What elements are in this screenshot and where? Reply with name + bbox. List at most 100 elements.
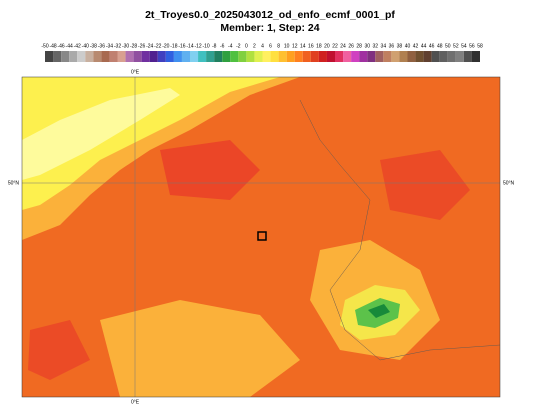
colorbar-label: 26 (348, 43, 354, 49)
colorbar-box (375, 51, 384, 62)
colorbar-box (165, 51, 174, 62)
colorbar-box (310, 51, 319, 62)
title: 2t_Troyes0.0_2025043012_od_enfo_ecmf_000… (145, 9, 395, 21)
map-frame (21, 76, 501, 398)
colorbar-label: 20 (324, 43, 330, 49)
colorbar-box (198, 51, 207, 62)
colorbar-label: 12 (292, 43, 298, 49)
colorbar-box (101, 51, 110, 62)
lat-label: 50°N (503, 180, 515, 186)
colorbar-label: 54 (461, 43, 467, 49)
colorbar-label: -2 (236, 43, 241, 49)
colorbar-label: -30 (122, 43, 129, 49)
hot-patch (160, 140, 260, 200)
colorbar-label: 36 (389, 43, 395, 49)
map (22, 77, 500, 397)
colorbar-box (318, 51, 327, 62)
colorbar-box (294, 51, 303, 62)
colorbar-label: 16 (308, 43, 314, 49)
colorbar-label: -38 (90, 43, 97, 49)
colorbar-label: -26 (138, 43, 145, 49)
colorbar-label: -22 (154, 43, 161, 49)
colorbar-label: -48 (49, 43, 56, 49)
colorbar-label: -14 (186, 43, 193, 49)
colorbar-label: -42 (74, 43, 81, 49)
colorbar-box (133, 51, 142, 62)
colorbar-box (383, 51, 392, 62)
colorbar-box (439, 51, 448, 62)
colorbar-box (141, 51, 150, 62)
colorbar-label: 34 (381, 43, 387, 49)
colorbar-box (85, 51, 94, 62)
colorbar-label: -8 (212, 43, 217, 49)
colorbar-box (471, 51, 480, 62)
colorbar-box (447, 51, 456, 62)
lat-label: 50°N (8, 180, 20, 186)
colorbar-box (53, 51, 62, 62)
colorbar-box (45, 51, 54, 62)
colorbar-label: 56 (469, 43, 475, 49)
colorbar-box (157, 51, 166, 62)
colorbar-label: 48 (437, 43, 443, 49)
subtitle: Member: 1, Step: 24 (220, 22, 319, 34)
colorbar-label: -12 (194, 43, 201, 49)
colorbar-label: -4 (228, 43, 233, 49)
colorbar-box (463, 51, 472, 62)
colorbar-label: 8 (277, 43, 280, 49)
border (299, 99, 500, 361)
colorbar-box (278, 51, 287, 62)
colorbar-box (117, 51, 126, 62)
colorbar-label: 10 (284, 43, 290, 49)
colorbar-box (125, 51, 134, 62)
colorbar-label: 2 (253, 43, 256, 49)
colorbar-box (93, 51, 102, 62)
colorbar-box (367, 51, 376, 62)
colorbar-label: 40 (405, 43, 411, 49)
colorbar-box (238, 51, 247, 62)
colorbar-box (326, 51, 335, 62)
colorbar-box (222, 51, 231, 62)
colorbar-label: 24 (340, 43, 346, 49)
colorbar-box (190, 51, 199, 62)
colorbar-box (407, 51, 416, 62)
colorbar-box (286, 51, 295, 62)
colorbar-label: -10 (202, 43, 209, 49)
colorbar-label: 46 (429, 43, 435, 49)
south-warm (100, 300, 300, 397)
colorbar-box (455, 51, 464, 62)
colorbar-box (254, 51, 263, 62)
colorbar-label: 6 (269, 43, 272, 49)
colorbar-label: 52 (453, 43, 459, 49)
colorbar-label: -18 (170, 43, 177, 49)
colorbar-box (391, 51, 400, 62)
colorbar-box (359, 51, 368, 62)
colorbar-box (270, 51, 279, 62)
colorbar-label: 18 (316, 43, 322, 49)
colorbar-label: -36 (98, 43, 105, 49)
colorbar-label: 32 (372, 43, 378, 49)
location-marker (257, 231, 267, 241)
colorbar-label: -16 (178, 43, 185, 49)
colorbar-label: 50 (445, 43, 451, 49)
colorbar-label: -32 (114, 43, 121, 49)
colorbar-box (431, 51, 440, 62)
colorbar-box (246, 51, 255, 62)
alps-dark (368, 304, 390, 318)
colorbar-box (77, 51, 86, 62)
colorbar-box (214, 51, 223, 62)
lon-label: 0°E (131, 399, 140, 405)
colorbar-label: 38 (397, 43, 403, 49)
colorbar-box (415, 51, 424, 62)
colorbar-box (230, 51, 239, 62)
colorbar-box (262, 51, 271, 62)
colorbar-box (173, 51, 182, 62)
colorbar-label: 28 (356, 43, 362, 49)
lon-label: 0°E (131, 69, 140, 75)
sea-cool (22, 88, 180, 180)
colorbar-box (149, 51, 158, 62)
colorbar-box (109, 51, 118, 62)
colorbar-label: 44 (421, 43, 427, 49)
colorbar-label: -28 (130, 43, 137, 49)
